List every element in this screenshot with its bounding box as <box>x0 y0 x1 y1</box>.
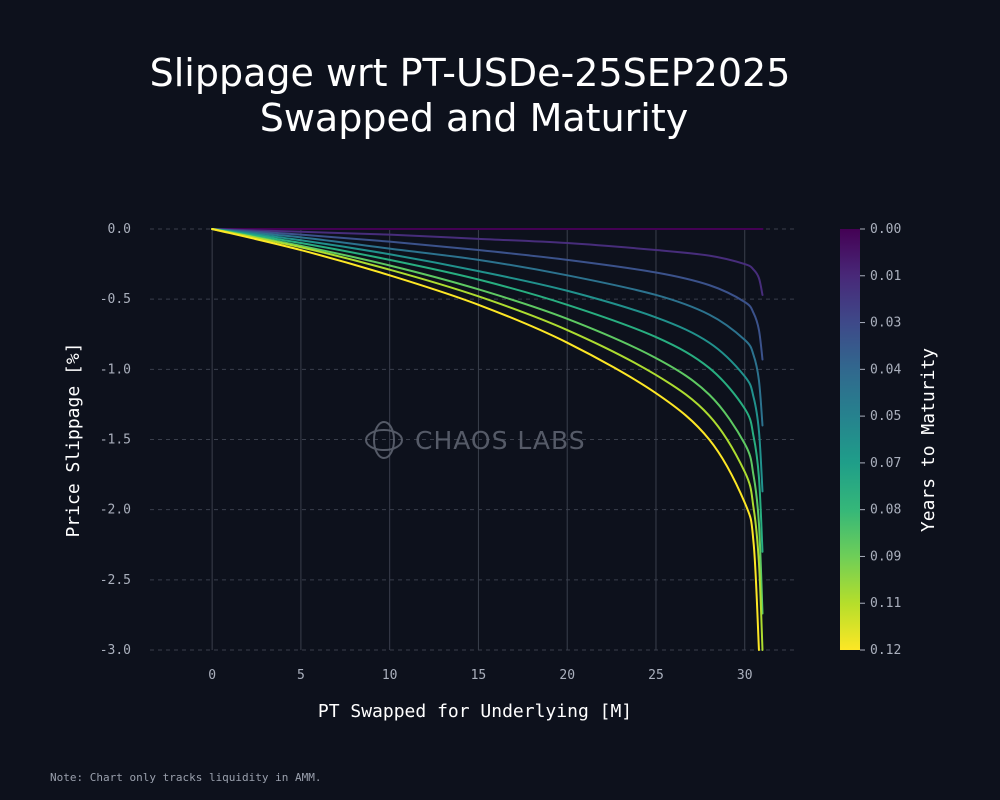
colorbar-tick-label: 0.04 <box>870 362 901 377</box>
x-tick-label: 5 <box>297 668 305 683</box>
colorbar-tick-label: 0.11 <box>870 596 901 611</box>
series-line <box>211 228 764 427</box>
series-line <box>211 228 764 296</box>
x-tick-label: 20 <box>559 668 575 683</box>
x-axis-label: PT Swapped for Underlying [M] <box>318 701 632 722</box>
grid <box>150 228 798 651</box>
y-tick-label: 0.0 <box>108 222 131 237</box>
y-tick-label: -0.5 <box>100 292 131 307</box>
chart-title-line-2: Swapped and Maturity <box>260 96 689 140</box>
colorbar-tick-label: 0.00 <box>870 222 901 237</box>
colorbar-tick-label: 0.08 <box>870 503 901 518</box>
series-line <box>211 228 764 651</box>
x-tick-label: 10 <box>382 668 398 683</box>
watermark: CHAOS LABS <box>365 421 586 459</box>
colorbar-tick-label: 0.05 <box>870 409 901 424</box>
chaos-labs-logo-icon <box>365 421 403 459</box>
y-tick-label: -1.5 <box>100 433 131 448</box>
series-line <box>211 228 764 361</box>
colorbar-ticks: 0.00 0.01 0.03 0.04 0.05 0.07 0.08 0.09 0.11 0.12 <box>860 222 901 658</box>
colorbar-tick-label: 0.09 <box>870 549 901 564</box>
colorbar-label: Years to Maturity <box>918 348 939 532</box>
series-line <box>211 228 764 615</box>
x-tick-label: 25 <box>648 668 664 683</box>
colorbar-tick-label: 0.03 <box>870 316 901 331</box>
series-lines <box>211 227 764 651</box>
colorbar-tick-label: 0.01 <box>870 269 901 284</box>
colorbar-tick-label: 0.07 <box>870 456 901 471</box>
x-tick-label: 30 <box>737 668 753 683</box>
x-axis-ticks: 0 5 10 15 20 25 30 <box>208 668 752 683</box>
y-tick-label: -1.0 <box>100 362 131 377</box>
watermark-text: CHAOS LABS <box>415 426 586 455</box>
y-tick-label: -2.0 <box>100 503 131 518</box>
y-tick-label: -3.0 <box>100 643 131 658</box>
series-line <box>211 228 764 493</box>
x-tick-label: 0 <box>208 668 216 683</box>
y-axis-label: Price Slippage [%] <box>63 342 84 537</box>
series-line <box>211 228 764 553</box>
y-tick-label: -2.5 <box>100 573 131 588</box>
colorbar-gradient <box>840 229 860 650</box>
series-line <box>211 228 760 651</box>
y-axis-ticks: 0.0 -0.5 -1.0 -1.5 -2.0 -2.5 -3.0 <box>100 222 131 658</box>
chart-title-line-1: Slippage wrt PT-USDe-25SEP2025 <box>150 51 791 95</box>
x-tick-label: 15 <box>471 668 487 683</box>
footnote: Note: Chart only tracks liquidity in AMM… <box>50 771 322 784</box>
colorbar-tick-label: 0.12 <box>870 643 901 658</box>
colorbar: 0.00 0.01 0.03 0.04 0.05 0.07 0.08 0.09 0.11 0.12… <box>840 222 939 658</box>
